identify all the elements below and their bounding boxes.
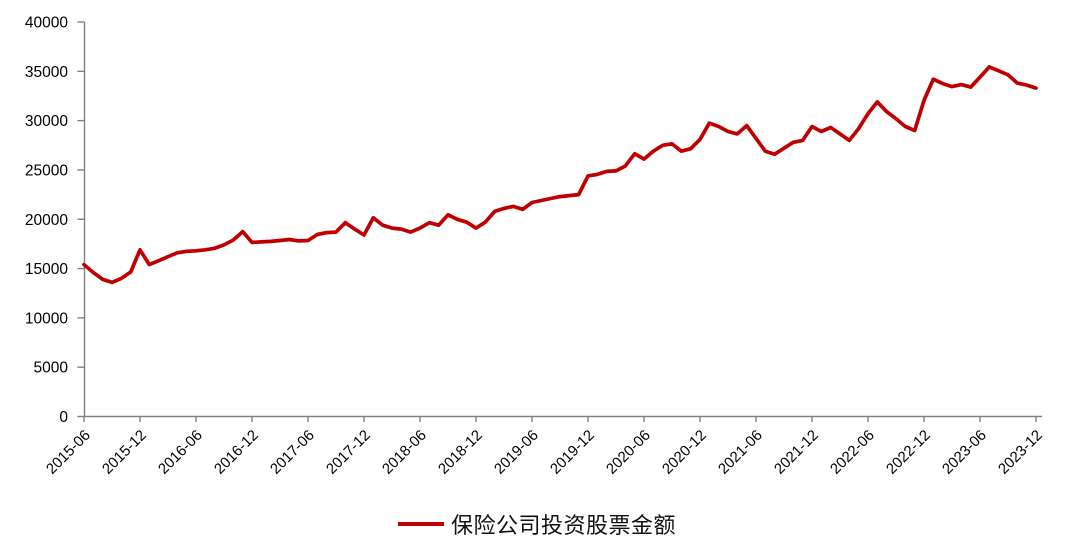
x-tick-label: 2019-06: [491, 427, 542, 478]
y-tick-label: 10000: [25, 310, 68, 327]
legend-line-marker: [397, 522, 444, 526]
x-tick-label: 2021-06: [715, 427, 766, 478]
data-line: [82, 65, 1038, 285]
legend: 保险公司投资股票金额: [0, 506, 1074, 542]
x-tick-label: 2020-06: [603, 427, 654, 478]
x-tick-label: 2021-12: [771, 427, 822, 478]
x-tick-label: 2015-12: [99, 427, 150, 478]
x-tick-label: 2017-06: [267, 427, 318, 478]
y-tick-label: 0: [59, 409, 68, 426]
x-tick-label: 2020-12: [659, 427, 710, 478]
legend-label: 保险公司投资股票金额: [450, 513, 676, 538]
x-tick-label: 2016-12: [211, 427, 262, 478]
y-tick-label: 20000: [25, 212, 68, 229]
y-tick-label: 15000: [25, 261, 68, 278]
y-tick-label: 5000: [34, 360, 69, 377]
y-tick-label: 25000: [25, 162, 68, 179]
y-tick-label: 40000: [25, 15, 68, 32]
x-tick-label: 2017-12: [323, 427, 374, 478]
x-tick-label: 2023-06: [939, 427, 990, 478]
x-tick-label: 2015-06: [43, 427, 94, 478]
y-tick-label: 30000: [25, 113, 68, 130]
x-tick-label: 2022-06: [827, 427, 878, 478]
x-tick-label: 2018-12: [435, 427, 486, 478]
x-tick-label: 2019-12: [547, 427, 598, 478]
x-tick-label: 2023-12: [995, 427, 1046, 478]
x-tick-label: 2022-12: [883, 427, 934, 478]
x-tick-label: 2018-06: [379, 427, 430, 478]
y-tick-label: 35000: [25, 64, 68, 81]
x-tick-label: 2016-06: [155, 427, 206, 478]
